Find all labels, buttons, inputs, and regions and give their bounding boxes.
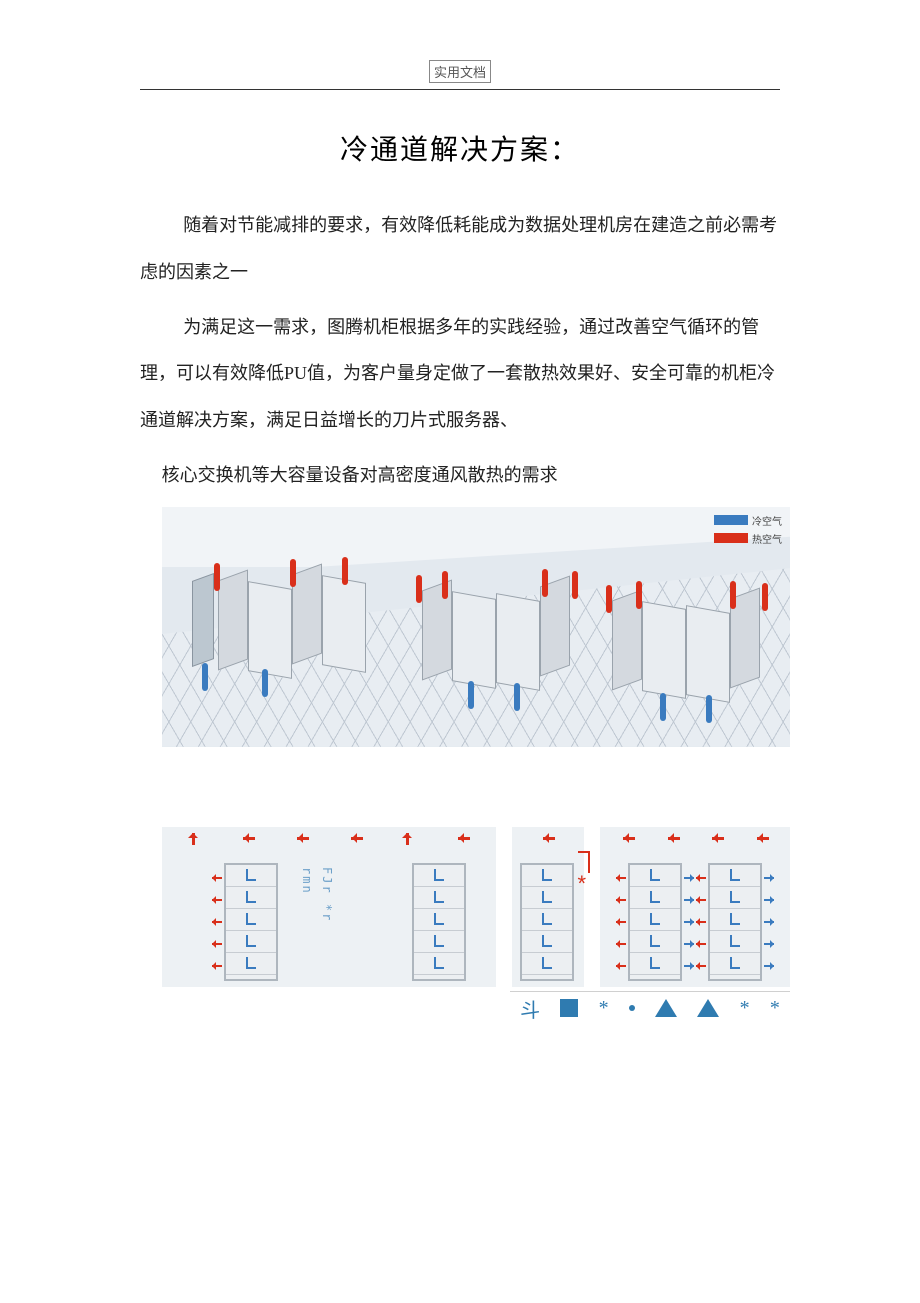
symbol-dot <box>629 1005 635 1011</box>
symbol-strip: 斗 * * * <box>510 991 790 1025</box>
rack-cluster <box>192 567 352 687</box>
symbol-triangle <box>655 999 677 1017</box>
symbol-star: * <box>599 997 609 1020</box>
paragraph-2: 为满足这一需求，图腾机柜根据多年的实践经验，通过改善空气循环的管理，可以有效降低… <box>140 304 780 444</box>
airflow-legend: 冷空气 热空气 <box>714 513 782 549</box>
hot-air-swatch <box>714 533 748 543</box>
section-panel-b: * <box>512 827 584 987</box>
symbol-square <box>560 999 578 1017</box>
page-title: 冷通道解决方案： <box>140 128 780 168</box>
section-panel-c <box>600 827 790 987</box>
symbol-star: * <box>770 997 780 1020</box>
vertical-text-b: FJr *r <box>320 867 334 922</box>
vertical-text-a: rmn <box>300 867 314 895</box>
header-rule <box>140 89 780 90</box>
symbol-dou: 斗 <box>520 994 540 1023</box>
rack-cluster <box>612 587 772 707</box>
hot-air-label: 热空气 <box>752 531 782 546</box>
section-panel-a: rmn FJr *r <box>162 827 496 987</box>
cold-air-swatch <box>714 515 748 525</box>
cold-air-label: 冷空气 <box>752 513 782 528</box>
paragraph-3: 核心交换机等大容量设备对高密度通风散热的需求 <box>140 452 780 499</box>
red-asterisk: * <box>577 871 586 897</box>
symbol-star: * <box>740 997 750 1020</box>
airflow-section-diagrams: rmn FJr *r * <box>162 827 790 987</box>
datacenter-isometric-diagram: 冷空气 热空气 <box>162 507 790 747</box>
header-label: 实用文档 <box>429 60 491 83</box>
paragraph-1: 随着对节能减排的要求，有效降低耗能成为数据处理机房在建造之前必需考虑的因素之一 <box>140 202 780 296</box>
rack-cluster <box>422 577 582 697</box>
symbol-triangle <box>697 999 719 1017</box>
